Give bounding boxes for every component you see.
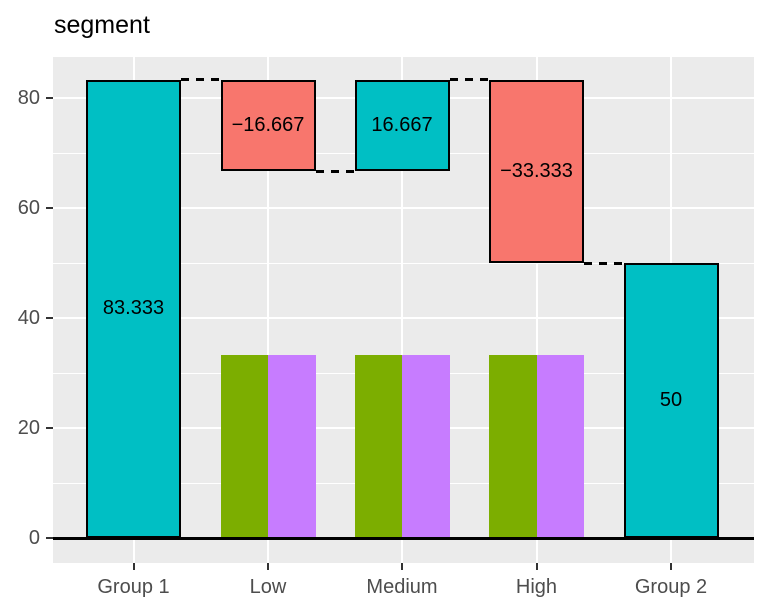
x-tick-label-group-1: Group 1 [97,576,170,598]
x-tick-label-low: Low [249,576,287,598]
connector-low-to-medium [315,169,355,173]
zero-baseline [53,536,754,540]
y-tick-mark [46,97,53,99]
x-tick-label-high: High [515,576,558,598]
bar-value-label: −33.333 [500,159,573,182]
y-tick-label: 60 [17,197,40,219]
waterfall-bar-low: −16.667 [220,79,316,172]
category-gridline-low [267,57,269,563]
grouped-bar-segment-purple-low [268,354,316,538]
minor-gridline [53,262,754,264]
major-gridline [53,207,754,209]
bar-value-label: 83.333 [102,297,165,320]
y-tick-mark [46,317,53,319]
y-tick-label: 40 [17,307,40,329]
x-tick-mark [535,563,538,570]
x-tick-label-group-2: Group 2 [634,576,708,598]
x-tick-mark [401,563,403,570]
x-tick-mark [670,563,672,570]
y-tick-label: 80 [17,87,40,109]
category-gridline-high [535,57,538,563]
waterfall-bar-group-2: 50 [623,263,719,538]
y-tick-mark [46,427,53,429]
connector-group-1-to-low [181,78,221,82]
grouped-bar-segment-green-low [220,354,268,538]
waterfall-bar-group-1: 83.333 [86,79,181,538]
y-tick-mark [46,537,53,539]
category-gridline-medium [401,57,403,563]
bar-value-label: 16.667 [371,113,433,136]
waterfall-bar-high: −33.333 [489,79,584,263]
connector-high-to-group-2 [584,261,624,265]
chart-title: segment [54,11,150,39]
connector-medium-to-high [449,78,489,82]
y-tick-label: 20 [17,417,40,439]
x-tick-mark [132,563,135,570]
y-tick-label: 0 [28,527,40,549]
bar-value-label: 50 [659,389,683,411]
major-gridline [53,317,754,319]
x-tick-label-medium: Medium [366,576,438,598]
grouped-bar-segment-green-medium [354,354,402,538]
grouped-bar-segment-green-high [489,354,537,538]
x-tick-mark [267,563,269,570]
grouped-bar-segment-purple-medium [402,354,450,538]
waterfall-bar-medium: 16.667 [354,79,450,172]
y-tick-mark [46,207,53,209]
bar-value-label: −16.667 [231,113,305,136]
plot-panel: 83.333 −16.667 16.667 −33.333 50 [53,57,754,563]
grouped-bar-segment-purple-high [536,354,584,538]
